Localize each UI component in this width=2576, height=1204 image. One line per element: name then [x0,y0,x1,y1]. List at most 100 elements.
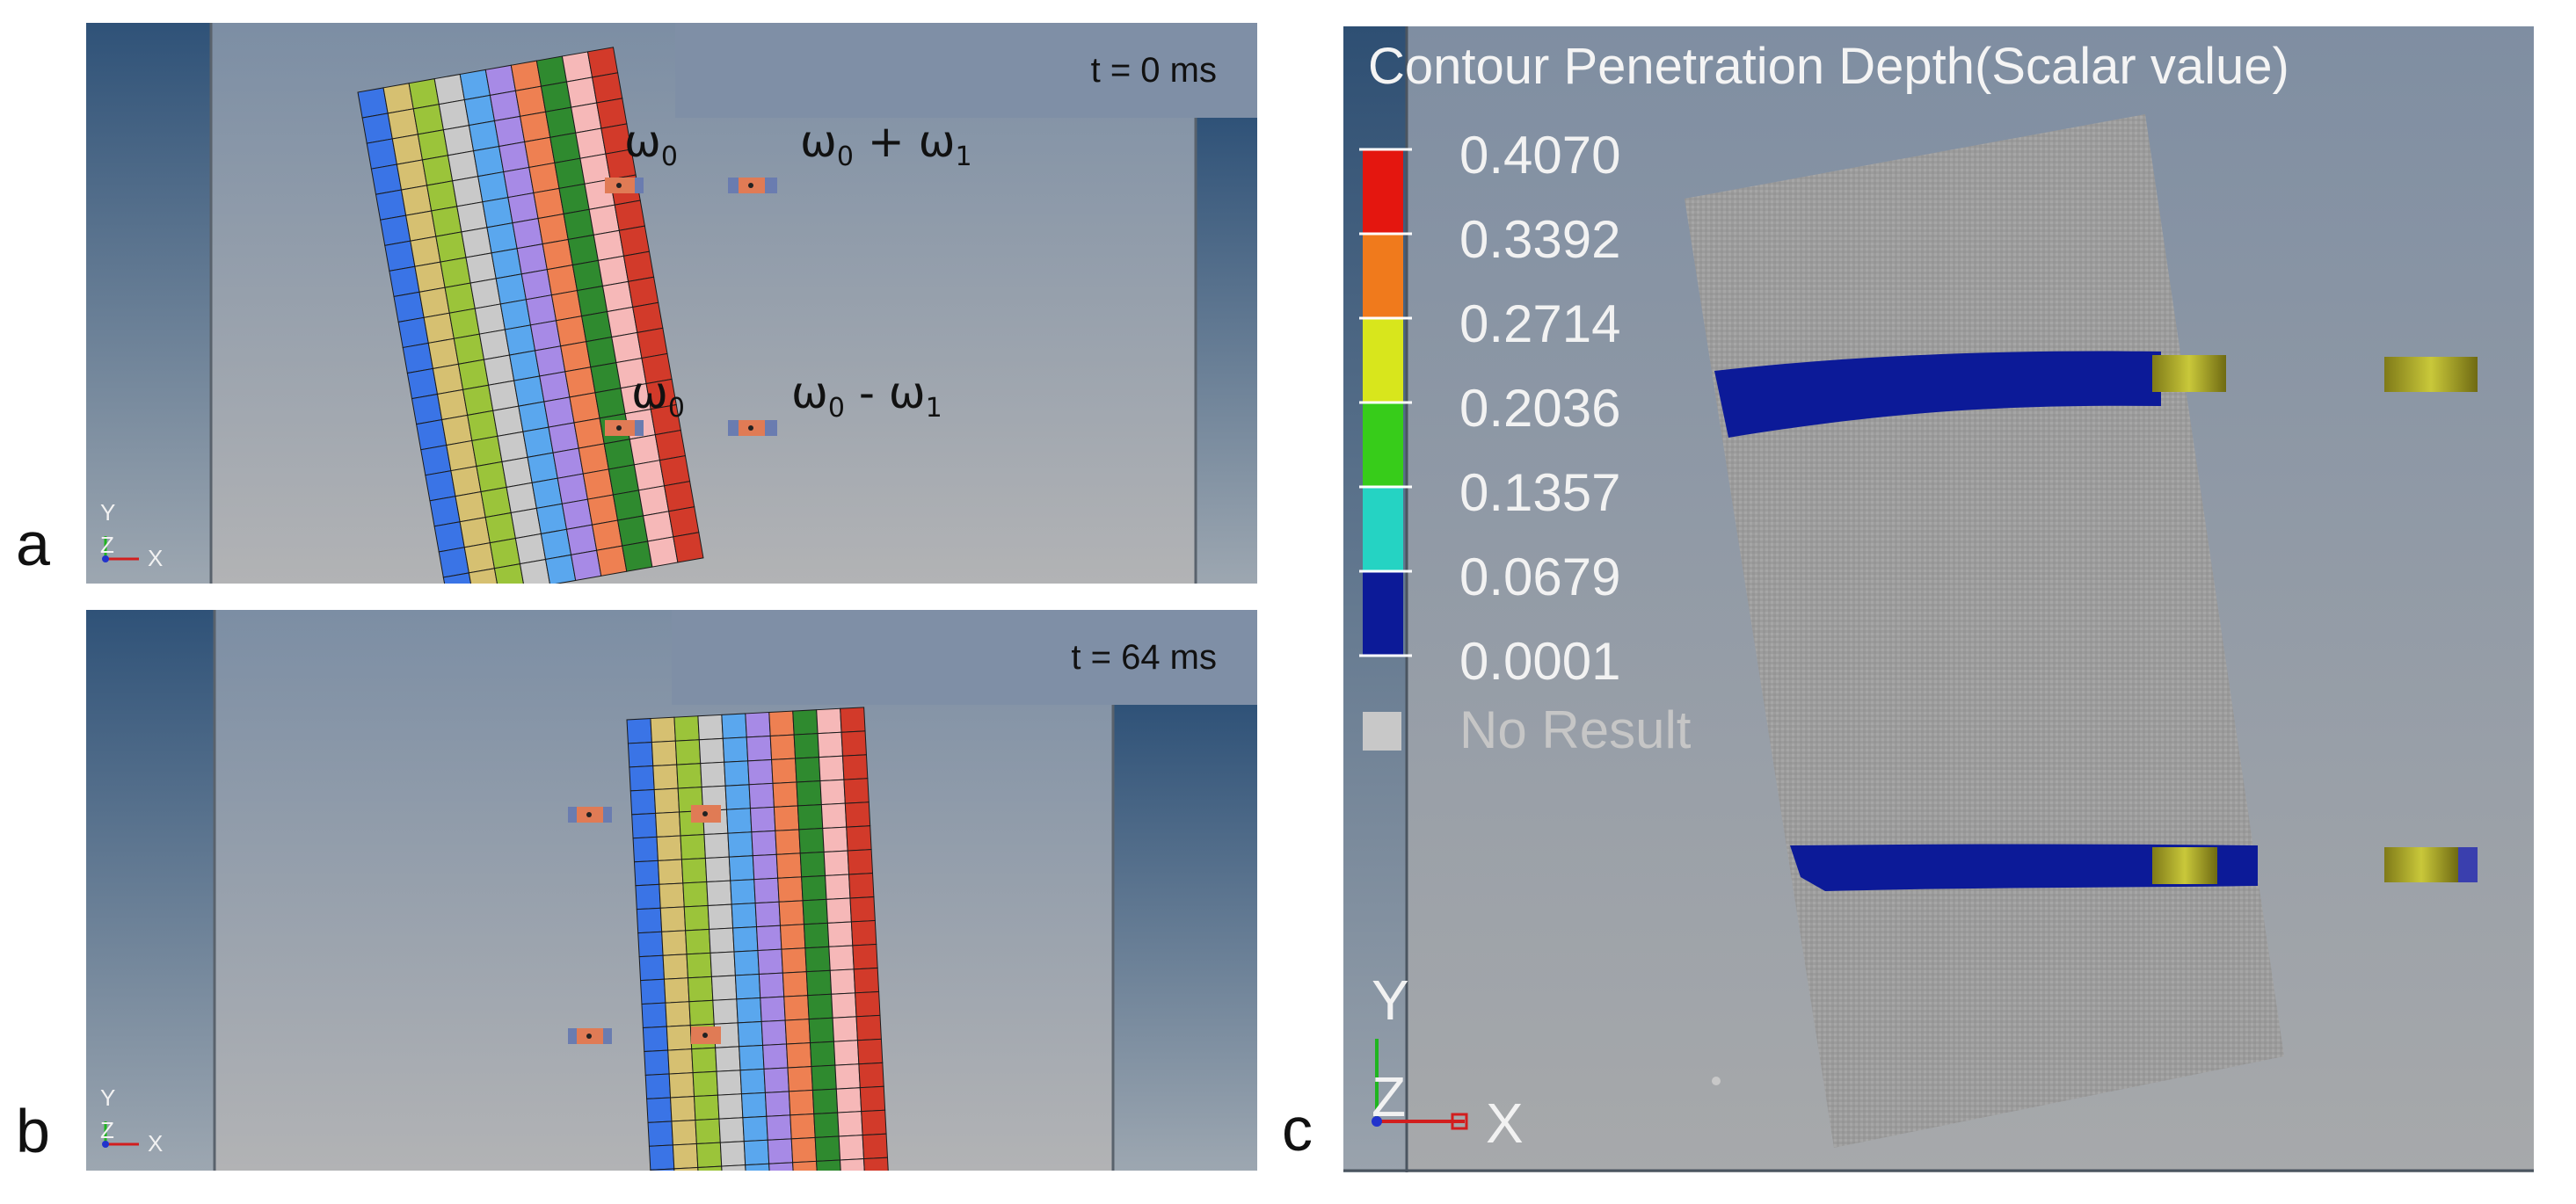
contact-pad [691,1026,721,1044]
legend-no-result: No Result [1459,700,1692,759]
mesh-cell [724,784,751,810]
mesh-cell [717,1093,744,1120]
mesh-cell [783,995,810,1021]
mesh-cell [491,248,522,279]
mesh-cell [682,881,709,908]
right-wall [1113,705,1257,1171]
mesh-cell [607,306,638,338]
mesh-cell [539,371,571,403]
speckle-dot [1712,1077,1721,1085]
mesh-cell [501,456,533,489]
contact-pad [728,178,777,193]
mesh-cell [647,1121,673,1147]
mesh-cell [557,473,588,504]
mesh-cell [380,214,411,246]
mesh-cell [855,1014,882,1041]
mesh-cell [554,157,586,189]
axis-triad: Y Z X [1372,968,1524,1155]
mesh-cell [766,1114,792,1141]
mesh-cell [792,1160,819,1171]
mesh-cell [768,710,795,737]
mesh-cell [571,549,602,582]
mesh-cell [405,210,437,242]
panel-c-label: c [1282,1095,1313,1164]
mesh-cell [651,740,678,767]
mesh-cell [775,829,801,855]
mesh-cell [425,470,456,502]
mesh-cell [724,760,750,787]
mesh-cell [655,811,681,838]
mesh-cell [782,971,809,997]
mesh-cell [698,737,725,765]
mesh-cell [855,990,881,1018]
legend-value: 0.4070 [1459,126,1621,185]
mesh-cell [618,225,651,257]
mesh-cell [798,827,825,854]
mesh-cell [457,359,490,390]
mesh-cell [452,176,484,207]
mesh-cell [591,519,623,551]
mesh-cell [447,150,479,182]
mesh-cell [468,120,500,152]
mesh-cell [593,229,625,262]
mesh-cell [763,1067,790,1093]
mesh-cell [861,1109,887,1136]
mesh-cell [730,879,756,905]
mesh-cell [662,954,688,980]
mesh-cell [808,1017,835,1044]
mesh-cell [489,90,521,122]
mesh-cell [637,327,668,359]
mesh-cell [846,825,872,852]
mesh-cell [459,69,491,101]
mesh-cell [361,112,393,144]
mesh-cell [743,1139,770,1166]
mesh-cell [375,189,407,221]
legend-scale [1359,148,1412,751]
mesh-cell [492,405,524,437]
legend-value: 0.0001 [1459,632,1621,691]
mesh-cell [508,350,541,381]
mesh-cell [527,452,558,483]
mesh-cell [828,945,855,971]
legend-value: 0.2036 [1459,379,1621,438]
mesh-cell [516,243,548,275]
mesh-cell [721,713,747,739]
mesh-cell [429,496,461,527]
mesh-cell [438,98,470,131]
mesh-cell [848,873,875,899]
mesh-cell [703,832,730,859]
panel-b-scene: Y Z X [86,610,1257,1171]
mesh-cell [769,734,797,760]
mesh-cell [558,183,590,215]
mesh-cell [784,1019,811,1045]
mesh-cell [648,1144,675,1171]
mesh-cell [732,926,759,953]
mesh-cell [673,715,700,742]
mesh-cell [663,481,695,512]
mesh-cell [427,337,460,370]
mesh-cell [676,763,702,789]
mesh-cell [432,363,464,395]
mesh-cell [826,921,854,947]
mesh-cell [542,238,573,271]
mesh-cell [837,1111,863,1137]
mesh-cell [852,943,878,970]
mesh-cell [535,55,568,87]
mesh-cell [560,341,592,373]
left-wall [86,23,211,584]
mesh-cell [680,834,706,860]
mesh-cell [555,316,587,347]
mesh-cell [438,547,469,578]
mesh-cell [641,1002,667,1029]
mesh-cell [459,517,491,548]
mesh-cell [642,1026,669,1053]
mesh-cell [440,257,471,288]
mesh-cell [483,354,515,386]
mesh-cell [734,974,761,1000]
mesh-cell [548,422,579,453]
mesh-cell [549,132,581,163]
mesh-cell [659,455,691,487]
mesh-cell [480,486,512,519]
legend-value: 0.1357 [1459,463,1621,522]
mesh-cell [659,882,685,909]
